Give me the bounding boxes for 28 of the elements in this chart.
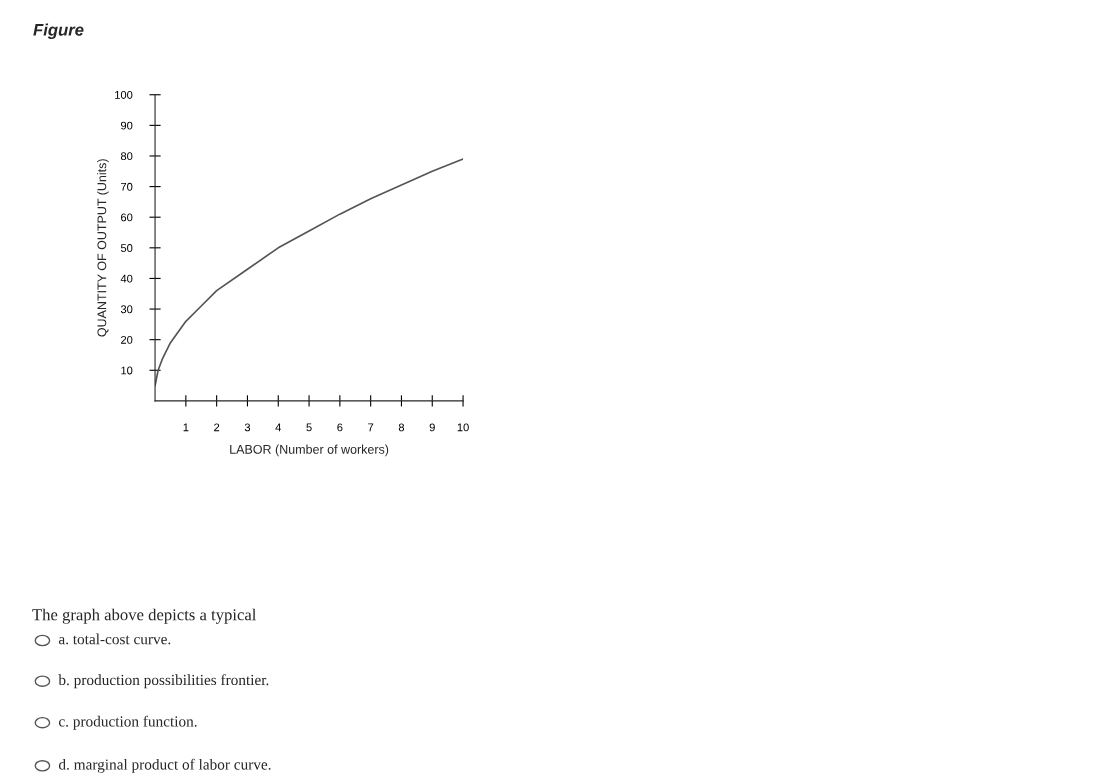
y-axis-title: QUANTITY OF OUTPUT (Units) [97, 159, 109, 337]
y-tick-label: 100 [115, 91, 133, 99]
text: The graph above depicts a typical [32, 608, 257, 624]
x-tick-label: 7 [368, 423, 374, 432]
y-tick-label: 20 [121, 335, 133, 344]
x-tick-label: 6 [337, 423, 343, 432]
y-tick-label: 10 [121, 366, 133, 375]
x-tick-label: 9 [429, 423, 435, 432]
y-tick-label: 30 [120, 305, 133, 314]
text: b. production possibilities frontier. [58, 674, 269, 689]
y-tick-label: 50 [120, 244, 133, 252]
chart-title: Figure [33, 23, 84, 40]
y-tick-label: 80 [120, 152, 133, 161]
text: d. marginal product of labor curve. [58, 758, 271, 773]
x-tick-label: 5 [306, 423, 312, 432]
x-tick-label: 8 [398, 423, 405, 432]
text: c. production function. [58, 715, 197, 730]
x-axis-title: LABOR (Number of workers) [230, 444, 389, 457]
x-tick-label: 10 [457, 423, 469, 432]
y-tick-label: 40 [120, 274, 133, 283]
x-tick-label: 4 [275, 423, 282, 432]
y-tick-label: 70 [121, 182, 133, 191]
y-tick-label: 60 [121, 213, 133, 222]
x-tick-label: 1 [183, 423, 189, 432]
y-tick-label: 90 [120, 121, 133, 130]
x-tick-label: 3 [244, 423, 251, 432]
text: a. total-cost curve. [58, 633, 171, 645]
x-tick-label: 2 [214, 423, 220, 432]
